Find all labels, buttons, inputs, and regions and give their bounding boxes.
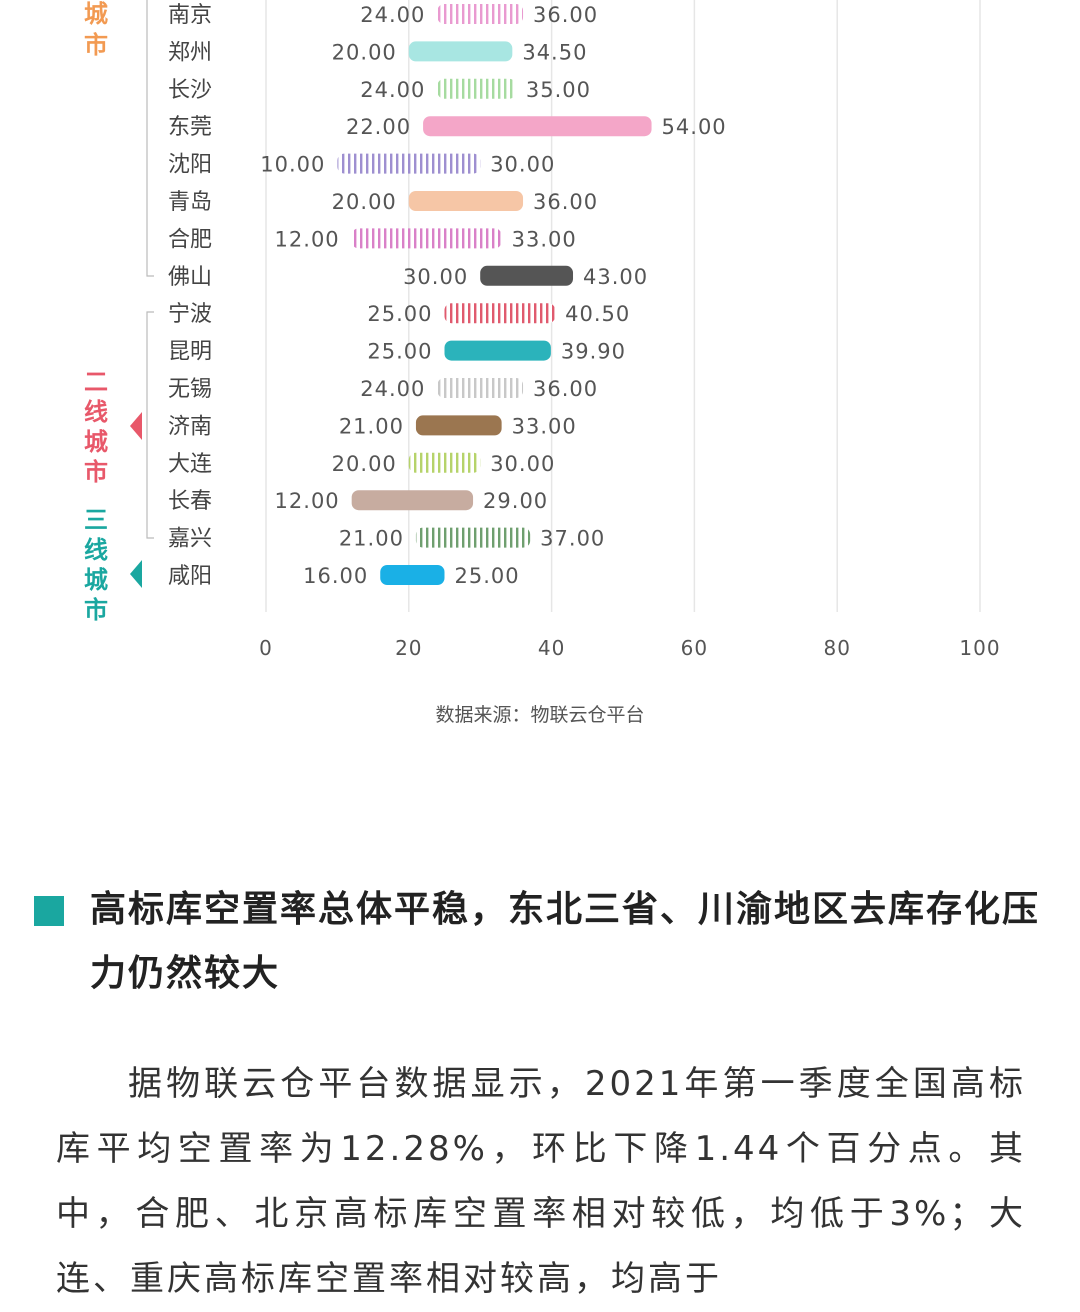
group-label: 三线城市 bbox=[84, 506, 108, 624]
range-bar bbox=[408, 41, 513, 62]
low-value-label: 10.00 bbox=[260, 153, 325, 177]
range-bar bbox=[437, 4, 524, 24]
range-bar bbox=[437, 378, 524, 398]
section-title: 高标库空置率总体平稳，东北三省、川渝地区去库存化压力仍然较大 bbox=[90, 889, 1041, 994]
high-value-label: 37.00 bbox=[540, 527, 605, 551]
high-value-label: 36.00 bbox=[533, 377, 598, 401]
range-bar bbox=[437, 78, 516, 99]
low-value-label: 25.00 bbox=[367, 340, 432, 364]
low-value-label: 30.00 bbox=[403, 265, 468, 289]
x-axis-ticks: 0 20 40 60 80 100 bbox=[259, 636, 1000, 660]
group-label: 二线城市 bbox=[84, 368, 108, 486]
range-bar bbox=[444, 340, 551, 361]
data-source-note: 数据来源：物联云仓平台 bbox=[435, 704, 645, 726]
range-bar bbox=[408, 452, 481, 473]
x-tick-label: 60 bbox=[681, 636, 708, 660]
range-bar bbox=[337, 153, 481, 174]
category-label: 东莞 bbox=[168, 115, 212, 140]
high-value-label: 33.00 bbox=[512, 227, 577, 251]
range-bar bbox=[480, 265, 574, 286]
low-value-label: 20.00 bbox=[332, 40, 397, 64]
low-value-label: 24.00 bbox=[360, 377, 425, 401]
category-label: 咸阳 bbox=[168, 564, 212, 589]
body-paragraph: 据物联云仓平台数据显示，2021年第一季度全国高标库平均空置率为12.28%，环… bbox=[56, 1064, 1026, 1299]
high-value-label: 36.00 bbox=[533, 190, 598, 214]
x-tick-label: 0 bbox=[259, 636, 273, 660]
range-bar bbox=[415, 527, 531, 548]
category-label: 嘉兴 bbox=[168, 527, 212, 552]
high-value-label: 43.00 bbox=[583, 265, 648, 289]
chart-bars bbox=[337, 4, 652, 585]
category-label: 宁波 bbox=[168, 302, 212, 327]
category-label: 无锡 bbox=[168, 377, 212, 402]
range-bar bbox=[351, 228, 502, 249]
chart-labels: 南京 24.00 36.00 郑州 20.00 34.50 长沙 24.00 35.00 东莞 22… bbox=[168, 3, 727, 589]
low-value-label: 24.00 bbox=[360, 3, 425, 27]
range-bar bbox=[444, 303, 556, 324]
high-value-label: 39.90 bbox=[561, 340, 626, 364]
range-bar bbox=[380, 565, 445, 585]
high-value-label: 34.50 bbox=[522, 40, 587, 64]
category-label: 合肥 bbox=[168, 227, 212, 252]
heading-square-icon bbox=[34, 896, 64, 926]
high-value-label: 30.00 bbox=[490, 452, 555, 476]
group-bracket bbox=[130, 0, 154, 588]
low-value-label: 12.00 bbox=[275, 489, 340, 513]
category-label: 佛山 bbox=[168, 265, 212, 290]
high-value-label: 40.50 bbox=[565, 302, 630, 326]
category-label: 青岛 bbox=[168, 190, 212, 215]
low-value-label: 21.00 bbox=[339, 527, 404, 551]
category-label: 长沙 bbox=[168, 78, 212, 103]
group-label: 城市 bbox=[84, 0, 108, 59]
low-value-label: 24.00 bbox=[360, 78, 425, 102]
category-label: 大连 bbox=[168, 452, 212, 477]
x-tick-label: 80 bbox=[823, 636, 850, 660]
high-value-label: 35.00 bbox=[526, 78, 591, 102]
x-tick-label: 100 bbox=[959, 636, 1000, 660]
low-value-label: 20.00 bbox=[332, 190, 397, 214]
low-value-label: 20.00 bbox=[332, 452, 397, 476]
bracket-line bbox=[146, 0, 154, 277]
high-value-label: 25.00 bbox=[455, 564, 520, 588]
category-label: 沈阳 bbox=[168, 153, 212, 178]
category-label: 长春 bbox=[168, 489, 212, 514]
high-value-label: 30.00 bbox=[490, 153, 555, 177]
range-bar bbox=[408, 191, 524, 211]
range-bar bbox=[351, 490, 474, 511]
low-value-label: 16.00 bbox=[303, 564, 368, 588]
category-label: 昆明 bbox=[168, 340, 212, 365]
low-value-label: 12.00 bbox=[275, 227, 340, 251]
high-value-label: 29.00 bbox=[483, 489, 548, 513]
category-label: 郑州 bbox=[168, 40, 212, 65]
arrow-icon bbox=[130, 560, 142, 588]
low-value-label: 22.00 bbox=[346, 115, 411, 139]
high-value-label: 36.00 bbox=[533, 3, 598, 27]
x-tick-label: 40 bbox=[538, 636, 565, 660]
range-bar bbox=[423, 116, 652, 137]
low-value-label: 25.00 bbox=[367, 302, 432, 326]
category-label: 济南 bbox=[168, 414, 212, 439]
x-tick-label: 20 bbox=[395, 636, 422, 660]
high-value-label: 54.00 bbox=[662, 115, 727, 139]
category-label: 南京 bbox=[168, 3, 212, 28]
high-value-label: 33.00 bbox=[512, 414, 577, 438]
range-bar bbox=[415, 415, 502, 436]
low-value-label: 21.00 bbox=[339, 414, 404, 438]
arrow-icon bbox=[130, 412, 142, 440]
bracket-line bbox=[146, 311, 154, 539]
